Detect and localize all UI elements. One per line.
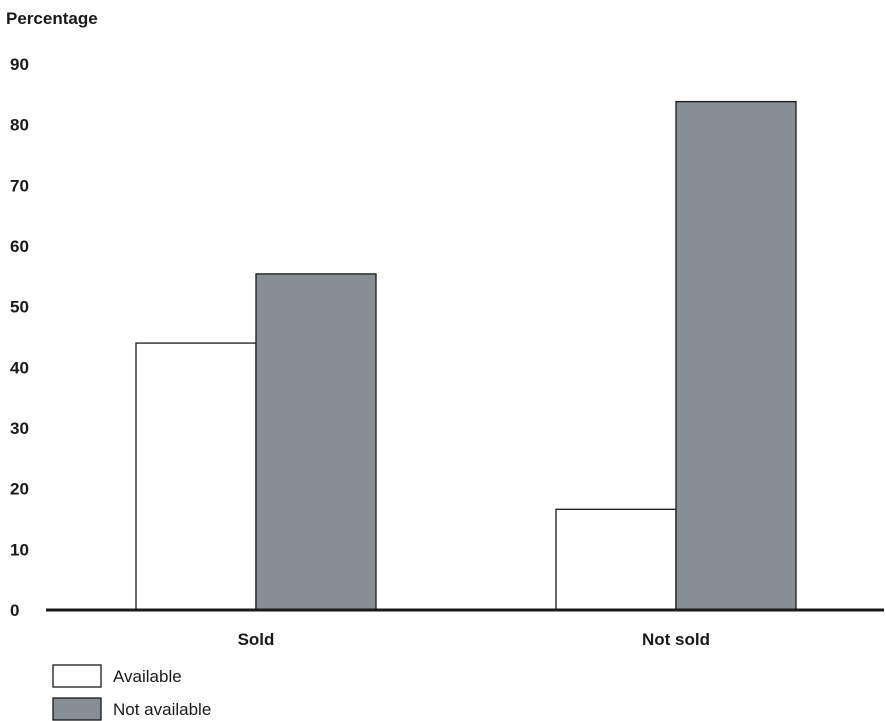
bar-sold-not-available <box>255 273 377 611</box>
y-tick-label: 40 <box>10 358 29 377</box>
y-tick-label: 90 <box>10 55 29 74</box>
y-tick-label: 60 <box>10 237 29 256</box>
y-tick-label: 80 <box>10 116 29 135</box>
y-tick-label: 70 <box>10 176 29 195</box>
y-tick-label: 30 <box>10 419 29 438</box>
legend-swatch <box>52 697 102 721</box>
bars <box>135 100 797 611</box>
x-axis-categories: Sold Not sold <box>238 630 710 649</box>
y-tick-label: 50 <box>10 298 29 317</box>
bar-not-sold-not-available <box>675 100 797 611</box>
x-category-label: Sold <box>238 630 275 649</box>
y-axis-title: Percentage <box>6 9 98 28</box>
legend-label: Not available <box>113 700 211 719</box>
bar-sold-available <box>135 342 257 611</box>
legend-swatch <box>52 664 102 688</box>
y-tick-label: 20 <box>10 480 29 499</box>
y-axis-ticks: 0 10 20 30 40 50 60 70 80 90 <box>10 55 29 620</box>
legend: Available Not available <box>52 664 211 721</box>
legend-label: Available <box>113 667 182 686</box>
x-category-label: Not sold <box>642 630 710 649</box>
y-tick-label: 0 <box>10 601 19 620</box>
bar-not-sold-available <box>555 508 677 611</box>
y-tick-label: 10 <box>10 540 29 559</box>
